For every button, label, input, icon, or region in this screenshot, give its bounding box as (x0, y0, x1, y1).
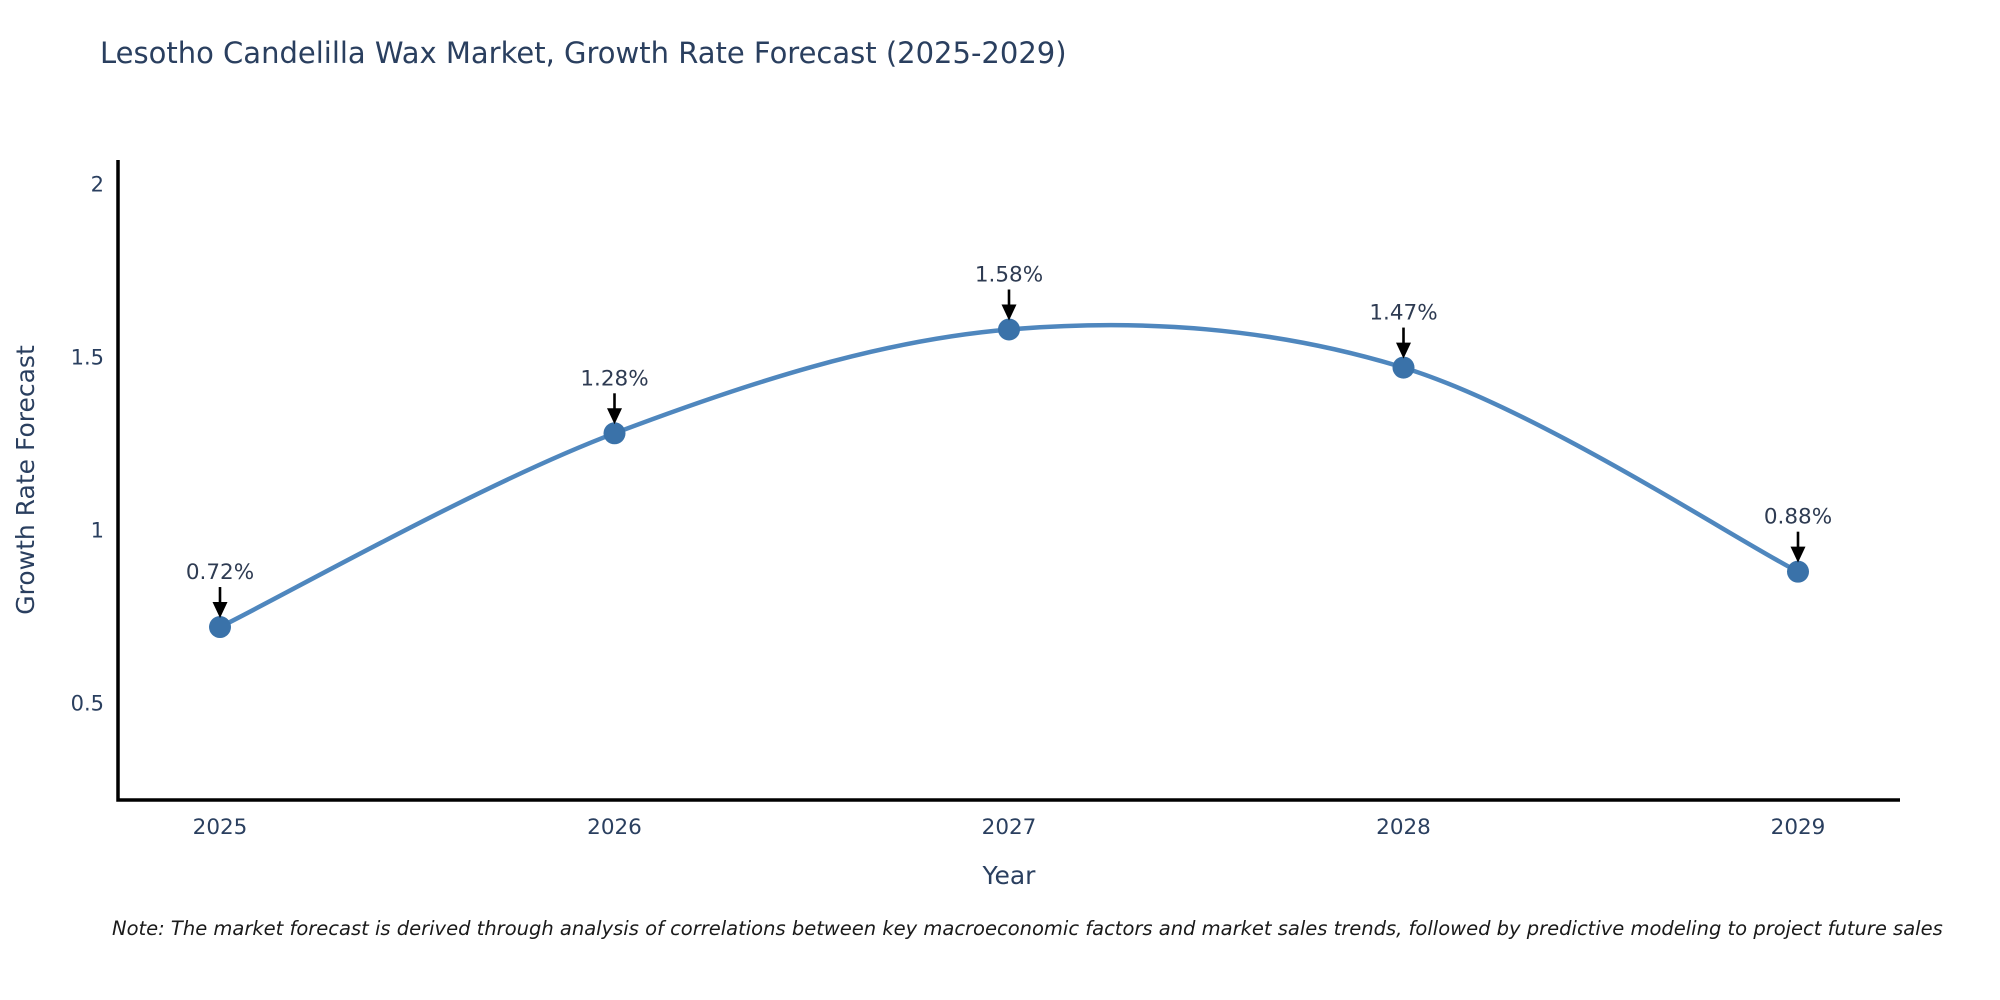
x-tick-label: 2025 (193, 815, 248, 840)
y-tick-label: 0.5 (71, 692, 104, 716)
data-point-marker (998, 318, 1020, 341)
x-tick-label: 2026 (587, 815, 642, 840)
data-point-label: 0.72% (186, 560, 254, 585)
annotation-arrowhead-icon (1790, 546, 1806, 563)
data-point-marker (1787, 560, 1809, 583)
data-point-marker (209, 616, 231, 639)
y-tick-label: 1 (91, 519, 104, 543)
x-tick-label: 2028 (1376, 815, 1431, 840)
data-point-label: 1.28% (580, 366, 648, 391)
axis-line (116, 160, 1900, 802)
series-layer (209, 318, 1809, 639)
y-tick-label: 1.5 (71, 346, 104, 370)
chart-title: Lesotho Candelilla Wax Market, Growth Ra… (100, 36, 1067, 70)
axes-layer: 0.5 1 1.5 2 2025 2026 2027 2028 2029 (71, 160, 1900, 840)
data-point-marker (603, 422, 626, 445)
y-axis-title: Growth Rate Forecast (11, 345, 40, 615)
annotation-arrowhead-icon (1001, 304, 1017, 321)
annotation-arrowhead-icon (1396, 342, 1411, 359)
y-tick-label: 2 (91, 173, 104, 197)
x-tick-label: 2029 (1771, 815, 1826, 840)
x-axis-title: Year (982, 861, 1037, 890)
data-point-marker (1392, 356, 1415, 379)
annotation-arrowhead-icon (212, 602, 228, 619)
data-point-label: 1.58% (975, 263, 1043, 288)
x-tick-label: 2027 (982, 815, 1037, 840)
data-point-label: 0.88% (1764, 505, 1832, 530)
footnote-text: Note: The market forecast is derived thr… (112, 917, 1943, 940)
data-point-label: 1.47% (1369, 301, 1437, 326)
trend-line (217, 322, 1801, 630)
annotation-arrowhead-icon (607, 408, 622, 425)
annotation-layer: 0.72% 1.28% 1.58% 1.47% 0.88% (186, 263, 1832, 619)
